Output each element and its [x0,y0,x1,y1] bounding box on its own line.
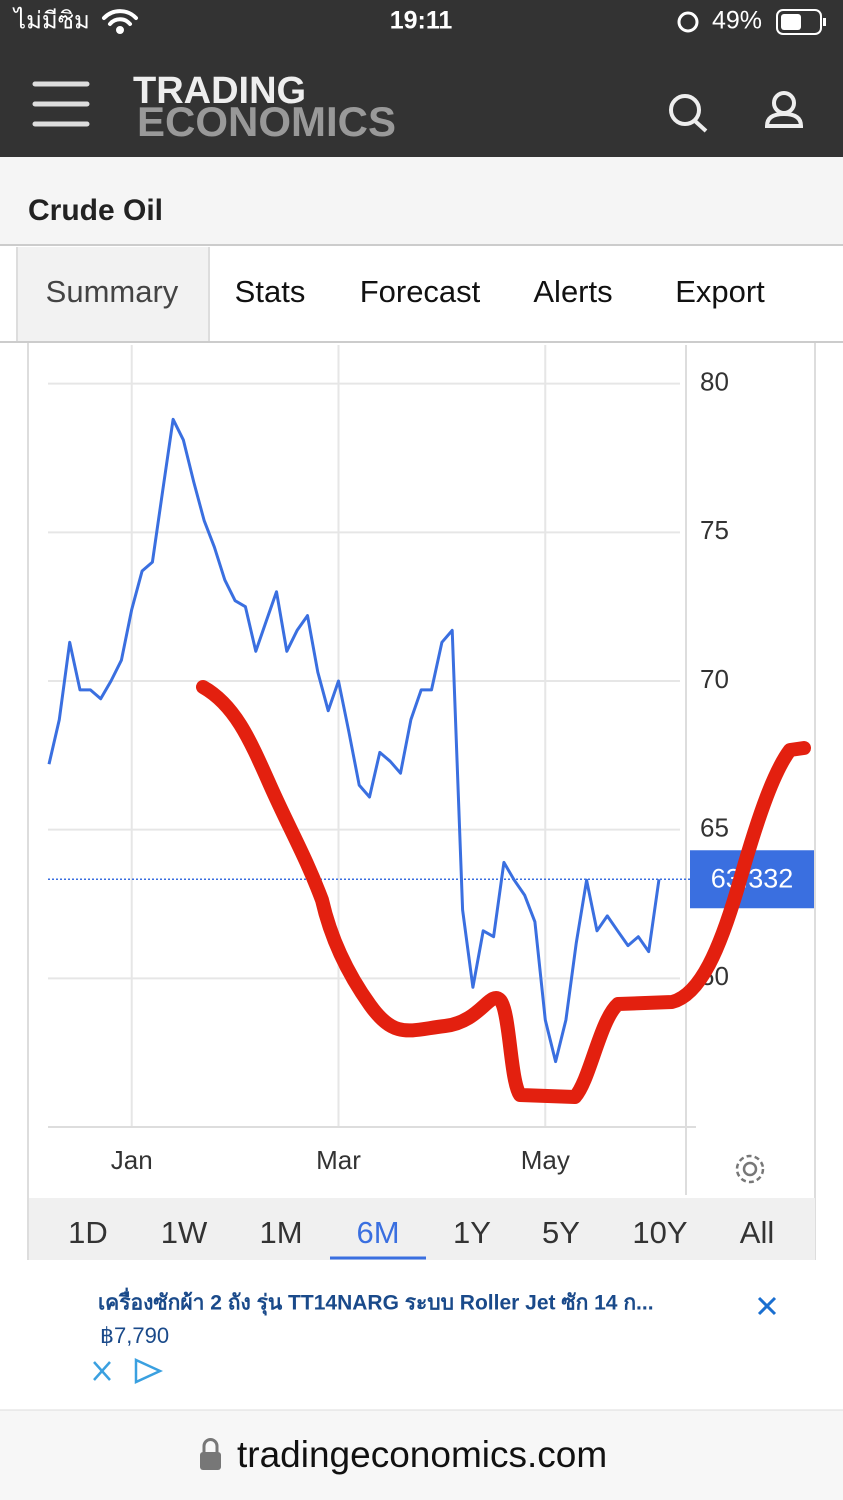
carrier: ไม่มีซิม [12,6,90,34]
battery-text: 49% [712,7,762,35]
ad-close-button[interactable] [757,1296,777,1316]
tab-bar: Summary Stats Forecast Alerts Export [16,247,765,342]
y-tick-label: 75 [700,515,729,545]
range-button[interactable]: All [740,1215,774,1250]
tab[interactable]: Export [675,274,765,309]
last-value-label: 63.332 [711,863,794,893]
range-button[interactable]: 1M [259,1215,302,1250]
lock-icon [200,1438,221,1470]
ad-choices-icon[interactable] [93,1358,164,1384]
title-bar [0,157,843,245]
range-button[interactable]: 5Y [542,1215,580,1250]
x-tick-label: May [521,1145,570,1175]
search-button[interactable] [669,94,708,133]
range-button[interactable]: 6M [356,1215,399,1250]
tab[interactable]: Alerts [533,274,612,309]
menu-button[interactable] [32,81,90,127]
y-tick-label: 70 [700,664,729,694]
battery-icon [776,9,826,35]
logo-line1[interactable]: TRADING [133,70,306,112]
price-line [47,417,661,1064]
active-tab-bg [17,247,209,342]
y-tick-label: 80 [700,367,729,397]
range-button[interactable]: 10Y [632,1215,687,1250]
settings-button[interactable] [735,1154,765,1184]
url[interactable]: tradingeconomics.com [237,1434,607,1475]
range-selector: 1D 1W 1M 6M 1Y 5Y 10Y All [68,1215,774,1260]
clock: 19:11 [390,7,453,35]
wifi-icon [102,9,138,34]
page-title: Crude Oil [28,194,163,227]
range-button[interactable]: 1W [161,1215,208,1250]
ad-price[interactable]: ฿7,790 [100,1323,169,1348]
range-bar [29,1198,815,1260]
lock-rotation-icon [677,11,699,33]
y-tick-label: 65 [700,813,729,843]
hand-drawn-annotation [196,680,811,1104]
x-tick-label: Mar [316,1145,361,1175]
logo-line2[interactable]: ECONOMICS [137,98,396,145]
ad-title[interactable]: เครื่องซักผ้า 2 ถัง รุ่น TT14NARG ระบบ R… [98,1287,654,1317]
tab[interactable]: Stats [235,274,306,309]
url-bar [0,1410,843,1500]
tab[interactable]: Forecast [360,274,481,309]
tab[interactable]: Summary [46,274,179,309]
range-button[interactable]: 1Y [453,1215,491,1250]
account-button[interactable] [764,91,804,128]
header-bg [0,0,843,157]
x-tick-label: Jan [111,1145,153,1175]
range-button[interactable]: 1D [68,1215,108,1250]
